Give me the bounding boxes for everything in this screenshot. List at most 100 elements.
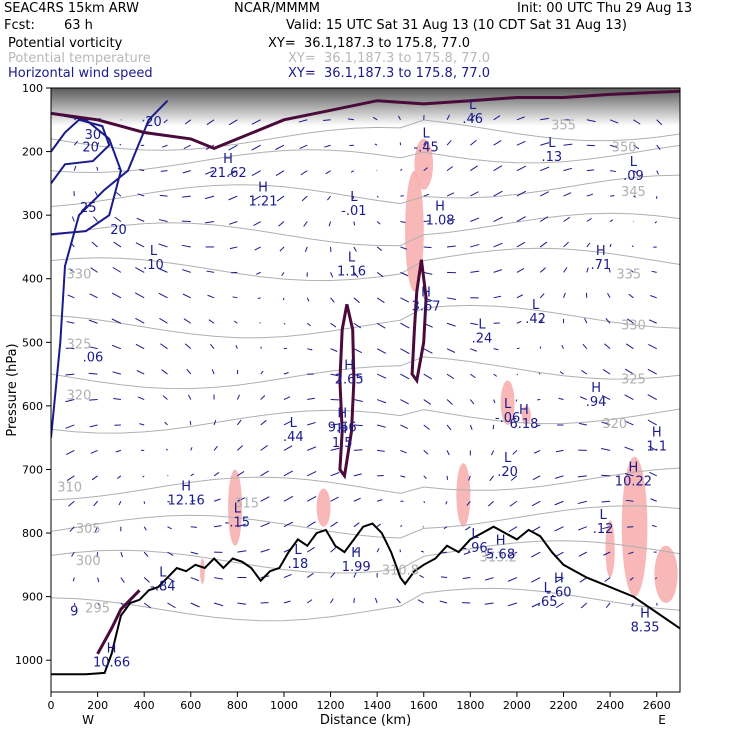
wind-arrow bbox=[182, 170, 191, 174]
wind-arrow bbox=[579, 396, 588, 400]
wind-arrow bbox=[260, 445, 268, 451]
theta-label: 310 bbox=[57, 481, 82, 496]
extremum-marker: L bbox=[630, 155, 638, 170]
wind-arrow bbox=[446, 322, 456, 327]
extremum-value: 5.68 bbox=[486, 547, 515, 562]
wind-arrow bbox=[68, 268, 75, 273]
wind-arrow bbox=[278, 221, 285, 227]
extremum-marker: H bbox=[496, 533, 506, 548]
theta-contour bbox=[51, 408, 680, 434]
wind-arrow bbox=[283, 371, 289, 375]
wind-arrow bbox=[306, 572, 314, 578]
extremum-value: 1.99 bbox=[342, 560, 371, 575]
wind-arrow bbox=[630, 269, 634, 273]
wind-arrow bbox=[97, 142, 100, 146]
wind-arrow bbox=[350, 170, 355, 173]
extremum-marker: L bbox=[504, 397, 512, 412]
x-tick-label: 2400 bbox=[596, 699, 624, 712]
wind-arrow bbox=[440, 576, 448, 579]
wind-arrow bbox=[190, 602, 200, 608]
wind-arrow bbox=[353, 297, 360, 304]
extremum-marker: L bbox=[350, 190, 358, 205]
wind-arrow bbox=[376, 246, 383, 251]
x-tick-label: 1600 bbox=[410, 699, 438, 712]
shaded-region bbox=[500, 380, 515, 425]
x-tick-label: 200 bbox=[87, 699, 108, 712]
extremum-marker: L bbox=[532, 298, 540, 313]
wind-arrow bbox=[228, 221, 238, 225]
wind-arrow bbox=[628, 551, 634, 555]
extremum-marker: H bbox=[181, 479, 191, 494]
wind-arrow bbox=[97, 602, 101, 608]
plot-area bbox=[51, 88, 680, 676]
extremum-marker: L bbox=[159, 565, 167, 580]
wind-speed-label: 20 bbox=[110, 223, 127, 238]
wind-arrow bbox=[325, 170, 331, 175]
wind-arrow bbox=[282, 297, 285, 301]
extremum-value: 1.21 bbox=[249, 195, 278, 210]
extremum-marker: H bbox=[351, 546, 361, 561]
wind-arrow bbox=[260, 370, 264, 375]
wind-arrow bbox=[376, 322, 386, 329]
wind-speed-label: 20 bbox=[82, 141, 99, 156]
stratosphere-shading bbox=[51, 88, 680, 126]
wind-arrow bbox=[353, 373, 363, 378]
wind-arrow bbox=[111, 318, 122, 324]
wind-arrow bbox=[326, 195, 331, 201]
wind-arrow bbox=[629, 577, 634, 581]
wind-arrow bbox=[205, 170, 215, 175]
wind-arrow bbox=[281, 272, 285, 277]
wind-arrow bbox=[252, 195, 261, 202]
wind-arrow bbox=[330, 272, 334, 278]
wind-arrow bbox=[586, 169, 595, 172]
wind-arrow bbox=[167, 577, 175, 583]
wind-arrow bbox=[376, 399, 387, 404]
wind-arrow bbox=[563, 241, 569, 248]
wind-speed-contour bbox=[51, 100, 169, 438]
wind-arrow bbox=[535, 424, 541, 428]
extremum-value: -.15 bbox=[225, 516, 250, 531]
wind-arrow bbox=[516, 320, 522, 324]
wind-arrow bbox=[605, 602, 611, 608]
x-tick-label: 0 bbox=[48, 699, 55, 712]
wind-arrow bbox=[111, 292, 122, 299]
wind-arrow bbox=[90, 449, 98, 454]
y-tick-label: 800 bbox=[22, 527, 43, 540]
extremum-value: 1.1 bbox=[646, 439, 667, 454]
wind-arrow bbox=[531, 602, 541, 608]
wind-arrow bbox=[88, 346, 98, 350]
wind-arrow bbox=[260, 470, 269, 477]
extremum-marker: L bbox=[422, 127, 430, 142]
wind-arrow bbox=[531, 577, 541, 583]
wind-arrow bbox=[283, 445, 293, 451]
wind-arrow bbox=[540, 117, 549, 121]
extremum-value: .18 bbox=[288, 557, 309, 572]
wind-arrow bbox=[400, 525, 403, 528]
wind-arrow bbox=[400, 246, 407, 250]
theta-label: 355 bbox=[551, 118, 576, 133]
wind-arrow bbox=[232, 296, 238, 299]
wind-arrow bbox=[330, 322, 337, 328]
wind-arrow bbox=[91, 241, 98, 248]
wind-arrow bbox=[307, 348, 313, 351]
wind-arrow bbox=[283, 521, 294, 528]
wind-arrow bbox=[650, 498, 657, 502]
wind-arrow bbox=[625, 499, 634, 502]
theta-contour bbox=[51, 587, 680, 622]
wind-arrow bbox=[160, 170, 168, 172]
extremum-value: -.96 bbox=[462, 541, 487, 556]
wind-arrow bbox=[143, 602, 152, 609]
wind-arrow bbox=[423, 167, 428, 172]
wind-arrow bbox=[97, 577, 100, 583]
wind-arrow bbox=[601, 448, 611, 451]
wind-arrow bbox=[88, 319, 98, 324]
field-name-pv: Potential vorticity bbox=[8, 36, 123, 51]
wind-arrow bbox=[423, 348, 433, 354]
wind-arrow bbox=[400, 399, 409, 405]
theta-contour bbox=[51, 304, 680, 339]
wind-arrow bbox=[419, 574, 424, 579]
wind-arrow bbox=[400, 322, 410, 329]
wind-arrow bbox=[609, 119, 619, 124]
extremum-value: 6.18 bbox=[509, 417, 538, 432]
wind-arrow bbox=[423, 501, 426, 504]
